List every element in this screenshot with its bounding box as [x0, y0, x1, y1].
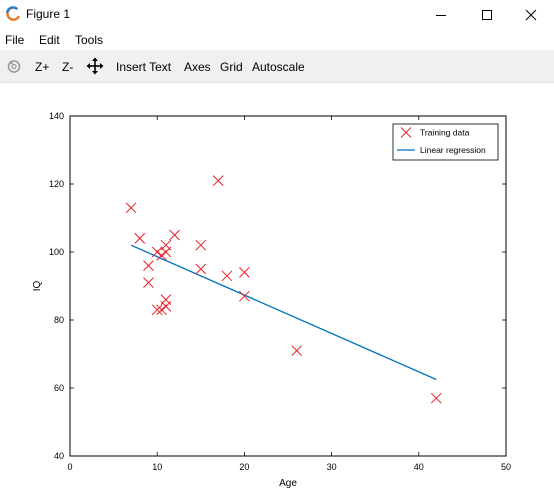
zoom-in-button[interactable]: Z+: [35, 60, 50, 74]
data-point: [291, 345, 303, 356]
scatter-plot: 0 10 20 30 40 50 40 60 80 100 120 140 Age IQ Traini…: [32, 111, 511, 489]
y-tick-label: 120: [49, 179, 64, 189]
menu-tools[interactable]: Tools: [75, 33, 104, 47]
grid-button[interactable]: Grid: [220, 60, 243, 74]
legend-regression-label: Linear regression: [420, 145, 486, 155]
axes-button[interactable]: Axes: [184, 60, 211, 74]
minimize-button[interactable]: [418, 0, 464, 29]
x-tick-label: 20: [239, 462, 249, 472]
maximize-button[interactable]: [464, 0, 510, 29]
close-button[interactable]: [508, 0, 554, 29]
data-point: [160, 246, 172, 258]
axes-box: [69, 115, 507, 457]
menu-file[interactable]: File: [5, 33, 25, 47]
legend: Training data Linear regression: [392, 123, 499, 161]
pan-icon[interactable]: [86, 57, 104, 75]
data-point: [239, 290, 250, 302]
data-point: [221, 270, 233, 282]
x-tick-label: 30: [327, 462, 337, 472]
autoscale-button[interactable]: Autoscale: [252, 60, 305, 74]
menu-bar: File Edit Tools: [0, 29, 554, 50]
maximize-icon: [482, 9, 492, 20]
data-point: [143, 260, 154, 271]
rotate-icon[interactable]: [6, 58, 22, 74]
data-point: [143, 277, 154, 288]
data-point: [430, 392, 442, 404]
x-tick-label: 50: [501, 462, 511, 472]
data-point: [239, 267, 250, 278]
data-point: [151, 304, 163, 316]
data-point: [125, 202, 137, 214]
title-bar: Figure 1: [0, 0, 554, 29]
x-tick-label: 10: [152, 462, 162, 472]
y-tick-label: 140: [49, 111, 64, 121]
legend-x-marker: [400, 127, 412, 138]
x-tick-label: 0: [67, 462, 72, 472]
figure-canvas: 0 10 20 30 40 50 40 60 80 100 120 140 Age IQ Traini…: [0, 84, 554, 498]
y-axis-label: IQ: [32, 281, 43, 292]
data-point: [195, 239, 207, 251]
x-axis-label: Age: [279, 478, 297, 489]
menu-edit[interactable]: Edit: [39, 33, 60, 47]
y-tick-label: 100: [49, 247, 64, 257]
data-point: [151, 246, 163, 258]
data-point: [156, 250, 167, 261]
x-tick-label: 40: [414, 462, 424, 472]
y-tick-label: 80: [54, 315, 64, 325]
insert-text-button[interactable]: Insert Text: [116, 60, 172, 74]
close-icon: [525, 9, 537, 20]
data-point: [195, 263, 207, 275]
zoom-out-button[interactable]: Z-: [62, 60, 74, 74]
legend-training-marker: [400, 127, 412, 138]
figure-toolbar: Z+ Z- Insert Text Axes Grid Autoscale: [0, 50, 554, 83]
legend-training-label: Training data: [420, 128, 470, 138]
legend-box: [392, 123, 499, 161]
window-title: Figure 1: [26, 7, 71, 21]
minimize-icon: [436, 14, 446, 16]
data-point: [156, 304, 167, 316]
octave-app-icon: [6, 6, 20, 21]
data-point: [160, 301, 172, 312]
data-point: [169, 229, 180, 241]
data-point: [134, 233, 146, 244]
regression-line: [130, 244, 437, 381]
y-tick-label: 60: [54, 383, 64, 393]
y-tick-label: 40: [54, 451, 64, 461]
data-point: [212, 175, 224, 186]
